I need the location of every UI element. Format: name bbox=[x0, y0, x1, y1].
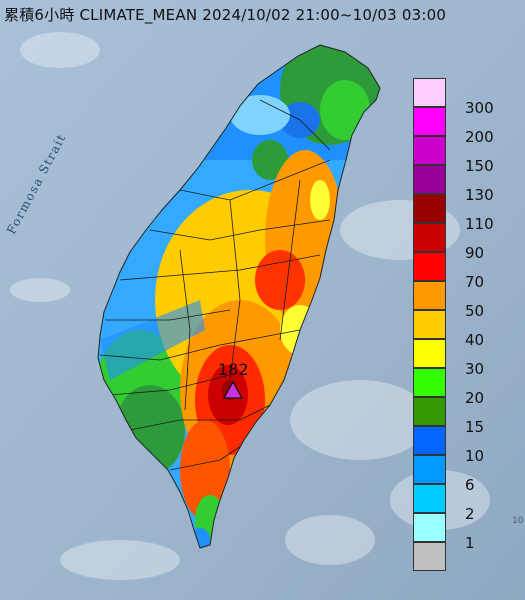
map-title: 累積6小時 CLIMATE_MEAN 2024/10/02 21:00~10/0… bbox=[4, 6, 447, 24]
legend-swatch bbox=[413, 426, 446, 455]
legend-label: 150 bbox=[465, 157, 494, 175]
legend-swatch bbox=[413, 310, 446, 339]
legend-swatch bbox=[413, 397, 446, 426]
legend-swatch bbox=[413, 165, 446, 194]
legend-label: 15 bbox=[465, 418, 485, 436]
legend-label: 20 bbox=[465, 389, 485, 407]
legend-swatch bbox=[413, 368, 446, 397]
legend-swatch bbox=[413, 194, 446, 223]
legend-label: 10 bbox=[465, 447, 485, 465]
legend-label: 30 bbox=[465, 360, 485, 378]
legend-swatch bbox=[413, 513, 446, 542]
legend-swatch bbox=[413, 78, 446, 107]
legend-label: 130 bbox=[465, 186, 494, 204]
legend-swatch bbox=[413, 252, 446, 281]
legend-label: 40 bbox=[465, 331, 485, 349]
peak-value-label: 182 bbox=[218, 360, 249, 379]
legend-label: 50 bbox=[465, 302, 485, 320]
legend-label: 6 bbox=[465, 476, 475, 494]
legend-label: 1 bbox=[465, 534, 475, 552]
legend-swatch bbox=[413, 136, 446, 165]
legend-swatch bbox=[413, 281, 446, 310]
rainfall-legend: 300 200 150 130 110 90 70 50 40 30 20 15 10 6 2 1 bbox=[413, 78, 523, 571]
legend-label: 200 bbox=[465, 128, 494, 146]
legend-swatch bbox=[413, 339, 446, 368]
legend-swatch bbox=[413, 223, 446, 252]
legend-label: 90 bbox=[465, 244, 485, 262]
legend-swatch bbox=[413, 455, 446, 484]
legend-label: 300 bbox=[465, 99, 494, 117]
legend-label: 110 bbox=[465, 215, 494, 233]
legend-swatch bbox=[413, 484, 446, 513]
peak-triangle-icon bbox=[223, 381, 243, 399]
legend-swatch bbox=[413, 542, 446, 571]
legend-label: 70 bbox=[465, 273, 485, 291]
corner-text: 10 bbox=[512, 516, 524, 526]
legend-label: 2 bbox=[465, 505, 475, 523]
legend-swatch bbox=[413, 107, 446, 136]
